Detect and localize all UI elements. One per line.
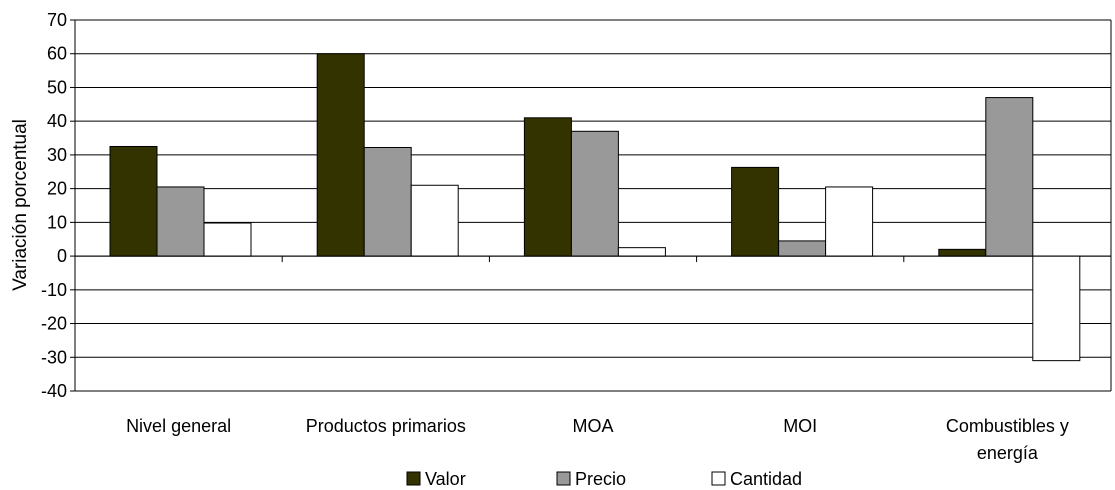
bar-valor: [109, 145, 158, 257]
y-axis-label: Variación porcentual: [10, 119, 31, 291]
bar-cantidad: [1032, 255, 1081, 362]
legend-swatch-precio: [556, 471, 571, 486]
bar-precio: [985, 97, 1034, 257]
bar-precio: [363, 146, 412, 257]
category-label: MOI: [783, 416, 817, 436]
category-label: Productos primarios: [306, 416, 466, 436]
y-tick-label: 20: [47, 179, 67, 199]
bar-valor: [523, 117, 572, 257]
y-tick-label: 50: [47, 77, 67, 97]
bar-valor: [731, 166, 780, 257]
y-tick-label: -30: [41, 347, 67, 367]
axes: [70, 19, 1112, 392]
y-tick-label: -20: [41, 314, 67, 334]
bar-cantidad: [203, 222, 252, 257]
y-tick-label: -10: [41, 280, 67, 300]
y-tick-label: -40: [41, 381, 67, 401]
bar-precio: [778, 240, 827, 257]
category-label: MOA: [572, 416, 613, 436]
y-tick-label: 0: [57, 246, 67, 266]
bar-precio: [156, 186, 205, 257]
y-tick-label: 30: [47, 145, 67, 165]
y-tick-label: 70: [47, 10, 67, 30]
bar-valor: [938, 248, 987, 257]
bars: [109, 53, 1081, 362]
legend-label-valor: Valor: [425, 469, 466, 489]
bar-cantidad: [825, 186, 874, 257]
legend-label-precio: Precio: [575, 469, 626, 489]
y-tick-label: 10: [47, 212, 67, 232]
bar-precio: [570, 130, 619, 257]
bar-cantidad: [410, 184, 459, 257]
legend-swatch-cantidad: [711, 471, 726, 486]
legend-swatch-valor: [406, 471, 421, 486]
y-tick-label: 60: [47, 44, 67, 64]
category-label: Nivel general: [126, 416, 231, 436]
bar-valor: [316, 53, 365, 257]
category-labels: Nivel general Productos primarios MOA MOI Co…: [126, 416, 1069, 463]
y-tick-label: 40: [47, 111, 67, 131]
legend: Valor Precio Cantidad: [406, 469, 802, 489]
legend-label-cantidad: Cantidad: [730, 469, 802, 489]
category-label: Combustibles y energía: [946, 416, 1069, 463]
bar-cantidad: [617, 247, 666, 257]
y-tick-labels: -40 -30 -20 -10 0 10 20 30 40 50 60 70: [41, 10, 67, 401]
